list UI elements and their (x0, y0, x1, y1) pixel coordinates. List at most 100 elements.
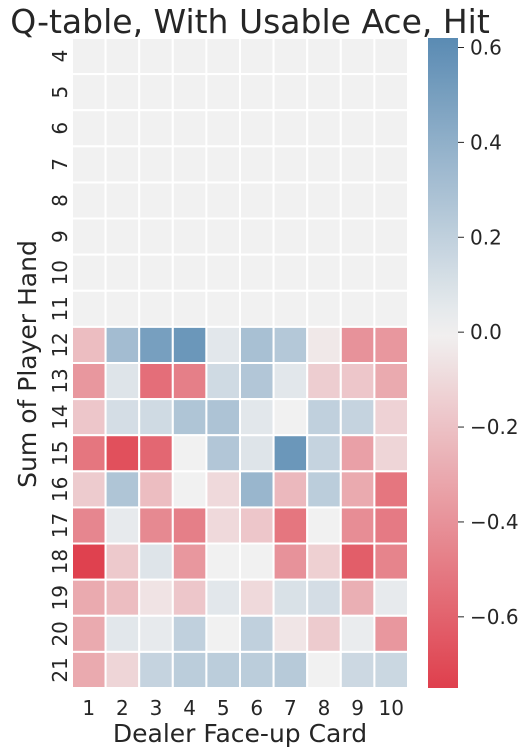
heatmap-cell (171, 434, 208, 473)
heatmap-cell (306, 73, 342, 112)
heatmap-cell (272, 362, 309, 401)
x-tick-label: 7 (284, 696, 297, 720)
heatmap-cell (339, 181, 376, 220)
heatmap-cell (205, 181, 241, 220)
heatmap-cell (239, 578, 275, 617)
heatmap-cell (171, 398, 208, 437)
heatmap-cell (104, 325, 141, 364)
heatmap-cell (239, 398, 275, 437)
heatmap-cell (373, 109, 409, 148)
y-tick-labels: 4 5 6 7 8 9 10 11 12 13 14 15 16 17 18 19 20 21 (48, 50, 72, 683)
heatmap-cell (272, 542, 309, 581)
heatmap-cell (373, 614, 409, 653)
x-tick-label: 5 (217, 696, 230, 720)
heatmap-cell (71, 73, 107, 112)
heatmap-cell (306, 650, 342, 690)
colorbar-tick-label: 0.6 (470, 35, 502, 59)
y-tick-label: 6 (48, 122, 72, 135)
y-tick-label: 18 (48, 549, 72, 574)
heatmap-cell (339, 578, 376, 617)
heatmap-cell (239, 289, 275, 328)
heatmap-cell (339, 109, 376, 148)
heatmap-cell (71, 434, 107, 473)
heatmap-cell (272, 398, 309, 437)
heatmap-cell (306, 506, 342, 545)
heatmap-cell (306, 614, 342, 653)
heatmap-cell (239, 614, 275, 653)
y-tick-label: 5 (48, 86, 72, 99)
heatmap-cell (239, 362, 275, 401)
y-tick-label: 17 (48, 513, 72, 538)
heatmap-cell (205, 398, 241, 437)
heatmap-cell (104, 253, 141, 292)
heatmap-cell (339, 289, 376, 328)
heatmap-cell (104, 145, 141, 184)
heatmap-cell (104, 37, 141, 76)
heatmap-cell (272, 217, 309, 256)
heatmap-cell (339, 37, 376, 76)
x-tick-label: 10 (378, 696, 403, 720)
heatmap-cell (272, 181, 309, 220)
heatmap-cell (306, 325, 342, 364)
heatmap-cell (138, 37, 174, 76)
heatmap-cell (171, 506, 208, 545)
heatmap-cell (205, 614, 241, 653)
heatmap-cell (71, 398, 107, 437)
heatmap-cell (373, 181, 409, 220)
heatmap-cell (339, 650, 376, 690)
x-tick-label: 4 (183, 696, 196, 720)
heatmap-cell (171, 614, 208, 653)
heatmap-cell (104, 362, 141, 401)
heatmap-cell (104, 289, 141, 328)
heatmap-cell (306, 181, 342, 220)
heatmap-cell (272, 434, 309, 473)
colorbar-ticks: −0.6 −0.4 −0.2 0.0 0.2 0.4 0.6 (458, 35, 519, 629)
heatmap-cell (205, 470, 241, 509)
y-tick-label: 20 (48, 621, 72, 646)
heatmap-cell (205, 325, 241, 364)
heatmap-cell (373, 506, 409, 545)
heatmap-cell (205, 542, 241, 581)
y-tick-label: 21 (48, 657, 72, 682)
heatmap-cell (373, 578, 409, 617)
heatmap-cell (272, 650, 309, 690)
heatmap-cell (239, 434, 275, 473)
y-tick-label: 19 (48, 585, 72, 610)
heatmap-cell (373, 325, 409, 364)
heatmap-cell (71, 470, 107, 509)
heatmap-cells (71, 37, 409, 690)
heatmap-cell (306, 289, 342, 328)
heatmap-cell (138, 542, 174, 581)
heatmap-cell (71, 181, 107, 220)
heatmap-cell (138, 109, 174, 148)
y-tick-label: 16 (48, 477, 72, 502)
heatmap-cell (71, 506, 107, 545)
heatmap-cell (138, 217, 174, 256)
heatmap-cell (138, 650, 174, 690)
heatmap-cell (239, 73, 275, 112)
heatmap-cell (306, 434, 342, 473)
heatmap-cell (339, 217, 376, 256)
heatmap-cell (104, 614, 141, 653)
heatmap-cell (138, 398, 174, 437)
heatmap-cell (239, 650, 275, 690)
heatmap-cell (104, 73, 141, 112)
colorbar-tick-label: −0.6 (470, 605, 519, 629)
heatmap-cell (373, 470, 409, 509)
heatmap-cell (71, 145, 107, 184)
heatmap-cell (104, 470, 141, 509)
heatmap-cell (138, 73, 174, 112)
heatmap-cell (71, 325, 107, 364)
heatmap-cell (339, 253, 376, 292)
heatmap-cell (239, 470, 275, 509)
heatmap-cell (373, 289, 409, 328)
heatmap-cell (171, 578, 208, 617)
y-axis-label: Sum of Player Hand (13, 240, 42, 488)
heatmap-cell (339, 145, 376, 184)
heatmap-cell (205, 145, 241, 184)
y-tick-label: 9 (48, 230, 72, 243)
y-tick-label: 4 (48, 50, 72, 63)
heatmap-cell (339, 362, 376, 401)
heatmap-cell (239, 145, 275, 184)
